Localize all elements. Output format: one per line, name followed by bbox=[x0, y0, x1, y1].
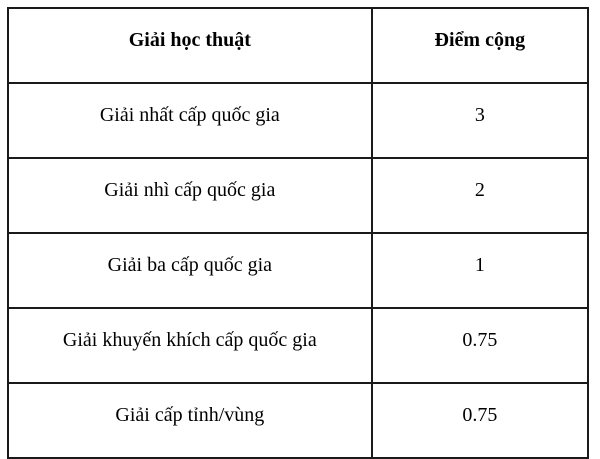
table-row: Giải ba cấp quốc gia 1 bbox=[7, 232, 590, 309]
award-name-cell: Giải cấp tỉnh/vùng bbox=[7, 382, 373, 459]
award-name-cell: Giải nhất cấp quốc gia bbox=[7, 82, 373, 159]
academic-awards-table: Giải học thuật Điểm cộng Giải nhất cấp q… bbox=[7, 7, 590, 459]
points-value-cell: 0.75 bbox=[370, 307, 590, 384]
award-name-cell: Giải khuyến khích cấp quốc gia bbox=[7, 307, 373, 384]
table-row: Giải cấp tỉnh/vùng 0.75 bbox=[7, 382, 590, 459]
table-row: Giải nhất cấp quốc gia 3 bbox=[7, 82, 590, 159]
points-value-cell: 0.75 bbox=[370, 382, 590, 459]
award-name-cell: Giải nhì cấp quốc gia bbox=[7, 157, 373, 234]
points-value-cell: 2 bbox=[370, 157, 590, 234]
column-header-points: Điểm cộng bbox=[370, 7, 590, 84]
award-name-cell: Giải ba cấp quốc gia bbox=[7, 232, 373, 309]
header-row: Giải học thuật Điểm cộng bbox=[7, 7, 590, 84]
table-row: Giải khuyến khích cấp quốc gia 0.75 bbox=[7, 307, 590, 384]
column-header-award: Giải học thuật bbox=[7, 7, 373, 84]
points-value-cell: 1 bbox=[370, 232, 590, 309]
points-value-cell: 3 bbox=[370, 82, 590, 159]
table-row: Giải nhì cấp quốc gia 2 bbox=[7, 157, 590, 234]
